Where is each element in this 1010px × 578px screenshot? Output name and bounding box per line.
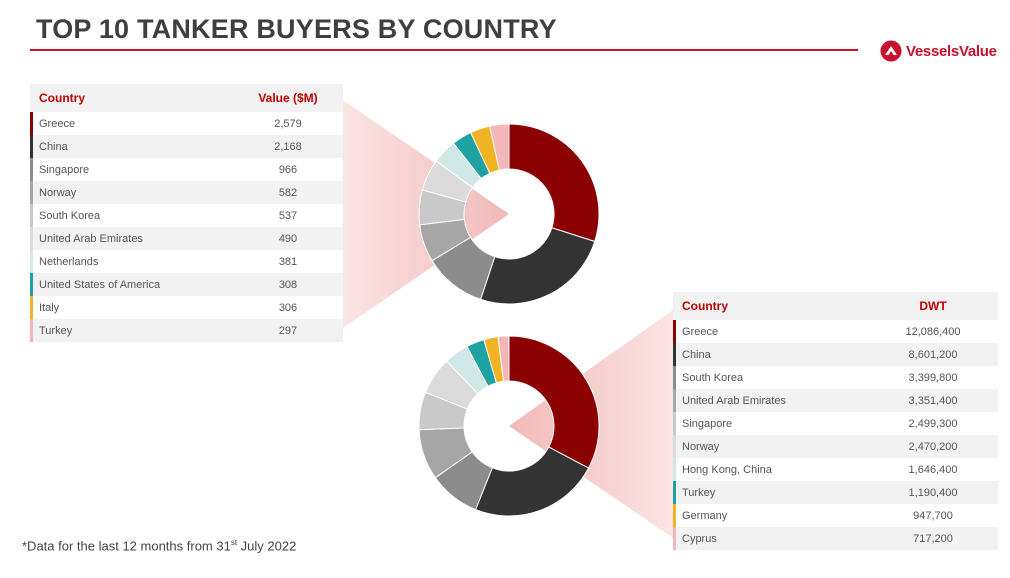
table-row: Greece 2,579 [30, 112, 343, 135]
row-country: Greece [682, 325, 719, 338]
row-value: 490 [278, 232, 298, 245]
header-value: Value ($M) [258, 91, 318, 105]
vesselsvalue-logo-icon [880, 40, 902, 62]
table-row: South Korea 3,399,800 [673, 366, 998, 389]
table-row: Greece 12,086,400 [673, 320, 998, 343]
row-value: 582 [278, 186, 298, 199]
value-table: Country Value ($M) Greece 2,579 China 2,168… [30, 84, 343, 342]
row-country: Greece [39, 117, 76, 130]
row-country: Netherlands [39, 255, 99, 268]
row-value: 717,200 [913, 532, 953, 545]
row-country: China [39, 140, 68, 153]
row-country: Germany [682, 509, 728, 522]
row-value: 381 [278, 255, 298, 268]
row-country: China [682, 348, 711, 361]
table-row: Norway 2,470,200 [673, 435, 998, 458]
title-underline [30, 49, 858, 51]
donut-chart-dwt [418, 335, 600, 517]
row-country: United Arab Emirates [39, 232, 143, 245]
logo-text: VesselsValue [906, 42, 997, 60]
footnote: *Data for the last 12 months from 31st J… [22, 538, 296, 553]
row-country: Norway [39, 186, 77, 199]
table-row: United Arab Emirates 490 [30, 227, 343, 250]
donut-slice [508, 335, 600, 469]
row-country: Singapore [39, 163, 90, 176]
table-row: Cyprus 717,200 [673, 527, 998, 550]
table-row: Turkey 297 [30, 319, 343, 342]
row-country: Turkey [39, 324, 73, 337]
row-value: 3,351,400 [908, 394, 958, 407]
header-dwt: DWT [919, 299, 947, 313]
footnote-text: *Data for the last 12 months from 31 [22, 538, 231, 554]
row-value: 2,499,300 [908, 417, 958, 430]
row-country: South Korea [682, 371, 744, 384]
row-value: 308 [278, 278, 298, 291]
row-value: 3,399,800 [908, 371, 958, 384]
dwt-table-header: Country DWT [673, 292, 998, 320]
table-row: United States of America 308 [30, 273, 343, 296]
value-table-header: Country Value ($M) [30, 84, 343, 112]
header-country: Country [682, 299, 728, 313]
footnote-superscript: st [230, 538, 238, 547]
row-country: United States of America [39, 278, 161, 291]
dwt-table: Country DWT Greece 12,086,400 China 8,601,2… [673, 292, 998, 550]
row-country: Singapore [682, 417, 733, 430]
row-value: 2,470,200 [908, 440, 958, 453]
table-row: Hong Kong, China 1,646,400 [673, 458, 998, 481]
row-country: Turkey [682, 486, 716, 499]
donut-chart-value [418, 123, 600, 305]
table-row: Singapore 966 [30, 158, 343, 181]
header-country: Country [39, 91, 85, 105]
table-row: Italy 306 [30, 296, 343, 319]
footnote-date: July 2022 [237, 538, 297, 554]
table-row: China 8,601,200 [673, 343, 998, 366]
row-value: 947,700 [913, 509, 953, 522]
donut-slice [508, 123, 600, 243]
row-value: 1,190,400 [908, 486, 958, 499]
row-value: 306 [278, 301, 298, 314]
row-country: Cyprus [682, 532, 717, 545]
row-country: Norway [682, 440, 720, 453]
table-row: Singapore 2,499,300 [673, 412, 998, 435]
row-value: 1,646,400 [908, 463, 958, 476]
row-country: United Arab Emirates [682, 394, 786, 407]
donut-slice [489, 123, 510, 171]
row-country: Italy [39, 301, 60, 314]
row-country: South Korea [39, 209, 101, 222]
table-row: Norway 582 [30, 181, 343, 204]
vesselsvalue-logo: VesselsValue [880, 40, 997, 62]
donut-slice [474, 446, 590, 517]
row-value: 537 [278, 209, 298, 222]
table-row: Turkey 1,190,400 [673, 481, 998, 504]
row-value: 2,579 [274, 117, 302, 130]
row-value: 966 [278, 163, 298, 176]
row-value: 12,086,400 [905, 325, 961, 338]
table-row: South Korea 537 [30, 204, 343, 227]
page-title: TOP 10 TANKER BUYERS BY COUNTRY [36, 14, 557, 44]
donut-slice [497, 335, 510, 382]
row-value: 8,601,200 [908, 348, 958, 361]
row-value: 2,168 [274, 140, 302, 153]
table-row: United Arab Emirates 3,351,400 [673, 389, 998, 412]
row-value: 297 [278, 324, 298, 337]
table-row: Germany 947,700 [673, 504, 998, 527]
table-row: Netherlands 381 [30, 250, 343, 273]
table-row: China 2,168 [30, 135, 343, 158]
donut-slice [479, 227, 596, 305]
row-country: Hong Kong, China [682, 463, 772, 476]
